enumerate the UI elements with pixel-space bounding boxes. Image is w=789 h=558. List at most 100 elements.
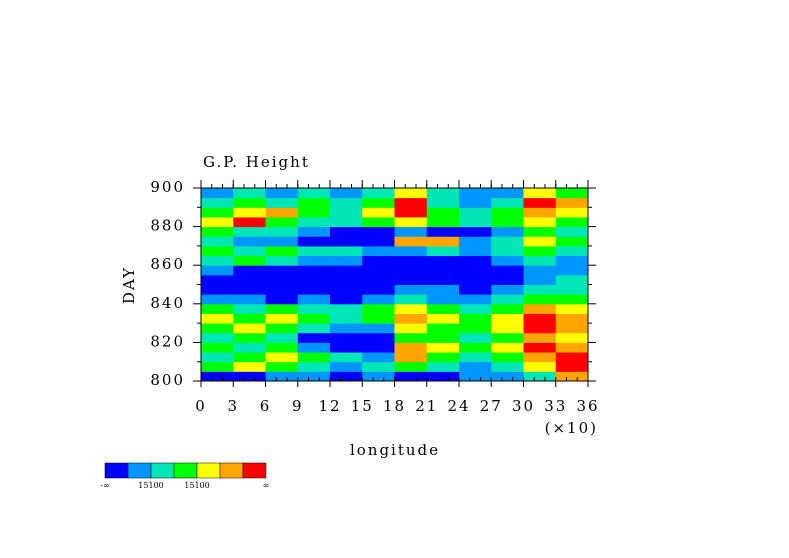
cell (330, 216, 363, 228)
cell (394, 352, 428, 363)
cell (491, 226, 524, 237)
cell (555, 245, 589, 257)
cell (233, 371, 266, 382)
cell (459, 207, 492, 218)
cell (523, 284, 557, 295)
cell (426, 342, 460, 353)
y-tick-label: 840 (150, 294, 185, 312)
cell (394, 332, 428, 343)
cell (362, 255, 395, 266)
cell (297, 265, 331, 276)
cell (523, 236, 557, 247)
cell (459, 332, 492, 343)
cell (265, 284, 299, 295)
cell (201, 303, 234, 314)
x-tick-label: 12 (318, 397, 341, 415)
cell (394, 236, 428, 247)
cell (394, 313, 428, 324)
cell (362, 226, 395, 237)
colorbar-box (196, 462, 221, 479)
x-tick-label: 15 (351, 397, 374, 415)
cell (233, 303, 266, 314)
x-tick-label: 30 (512, 397, 535, 415)
cell (426, 226, 460, 237)
colorbar-box (242, 462, 267, 479)
cell (523, 371, 557, 382)
cell (555, 361, 589, 372)
cell (330, 265, 363, 276)
cell (459, 226, 492, 237)
cell (201, 265, 234, 276)
cell (459, 265, 492, 276)
cell (297, 361, 331, 372)
cell (201, 361, 234, 372)
cell (330, 352, 363, 363)
cell (426, 284, 460, 295)
y-tick-label: 860 (150, 255, 185, 273)
cell (523, 342, 557, 353)
cell (459, 236, 492, 247)
cell (426, 265, 460, 276)
cell (491, 294, 524, 305)
cell (201, 294, 234, 305)
cell (426, 274, 460, 285)
cell (233, 207, 266, 218)
cell (394, 323, 428, 334)
cell (362, 352, 395, 363)
cell (459, 371, 492, 382)
cell (201, 313, 234, 324)
cell (523, 313, 557, 324)
cell (297, 255, 331, 266)
cell (491, 274, 524, 285)
cell (233, 197, 266, 208)
cell (426, 313, 460, 324)
x-tick-label: 3 (227, 397, 239, 415)
cell (201, 188, 234, 199)
cell (555, 226, 589, 237)
cell (394, 294, 428, 305)
colorbar-label: 15100 (138, 481, 163, 490)
cell (459, 284, 492, 295)
cell (555, 265, 589, 276)
cell (201, 371, 234, 382)
cell (201, 284, 234, 295)
x-tick-label: 27 (480, 397, 503, 415)
cell (201, 207, 234, 218)
cell (233, 255, 266, 266)
cell (297, 371, 331, 382)
cell (491, 188, 524, 199)
cell (426, 245, 460, 257)
cell (201, 236, 234, 247)
cell (555, 332, 589, 343)
cell (330, 245, 363, 257)
cell (330, 284, 363, 295)
cell (555, 236, 589, 247)
cell (459, 361, 492, 372)
cell (265, 313, 299, 324)
cell (201, 216, 234, 228)
cell (362, 236, 395, 247)
cell (233, 236, 266, 247)
cell (201, 274, 234, 285)
cell (394, 197, 428, 208)
cell (330, 303, 363, 314)
cell (297, 188, 331, 199)
cell (394, 265, 428, 276)
cell (362, 342, 395, 353)
cell (523, 207, 557, 218)
cell (297, 352, 331, 363)
cell (297, 207, 331, 218)
cell (201, 245, 234, 257)
colorbar-box (173, 462, 198, 479)
cell (394, 245, 428, 257)
cell (265, 352, 299, 363)
cell (459, 323, 492, 334)
cell (233, 332, 266, 343)
cell (555, 342, 589, 353)
cell (459, 255, 492, 266)
cell (491, 245, 524, 257)
cell (265, 255, 299, 266)
cell (330, 274, 363, 285)
cell (362, 216, 395, 228)
cell (297, 332, 331, 343)
